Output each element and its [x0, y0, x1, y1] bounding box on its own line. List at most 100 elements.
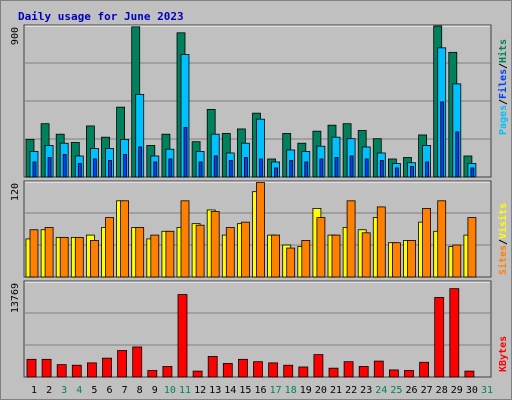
x-axis-label-day-26: 26 [405, 385, 417, 396]
bar-sites-day-15 [240, 221, 250, 278]
bar-sites-day-6 [105, 217, 114, 278]
bar-kbytes-day-24 [373, 360, 384, 378]
bar-pages-day-8 [138, 146, 143, 178]
bar-pages-day-5 [93, 158, 97, 178]
bar-sites-day-28 [437, 200, 447, 278]
bar-kbytes-day-9 [147, 370, 158, 378]
x-axis-label-day-24: 24 [375, 385, 387, 396]
bar-pages-day-6 [108, 160, 112, 178]
legend-visits: Visits [497, 203, 509, 239]
bar-pages-day-1 [32, 161, 37, 178]
bar-pages-day-20 [319, 158, 324, 178]
bar-kbytes-day-18 [283, 364, 294, 378]
x-axis-label-day-4: 4 [76, 385, 82, 396]
x-axis-label-day-2: 2 [46, 385, 52, 396]
legend-slash: / [498, 63, 509, 69]
bar-kbytes-day-12 [192, 370, 203, 378]
bar-sites-day-21 [331, 234, 341, 278]
chart-title: Daily usage for June 2023 [18, 10, 184, 23]
bar-sites-day-7 [120, 200, 129, 278]
x-axis-label-day-1: 1 [31, 385, 37, 396]
x-axis-label-day-10: 10 [164, 385, 176, 396]
bar-sites-day-14 [225, 227, 235, 278]
x-axis-label-day-6: 6 [106, 385, 112, 396]
legend-slash: / [498, 99, 509, 105]
x-axis-label-day-22: 22 [345, 385, 357, 396]
bar-kbytes-day-7 [117, 350, 127, 378]
x-axis-label-day-12: 12 [194, 385, 206, 396]
bar-sites-day-16 [256, 182, 265, 278]
bar-kbytes-day-4 [71, 364, 82, 378]
bar-pages-day-25 [394, 167, 399, 178]
bar-pages-day-18 [289, 160, 294, 178]
bar-sites-day-13 [210, 211, 220, 278]
bar-sites-day-10 [165, 230, 175, 278]
bar-pages-day-4 [77, 163, 82, 178]
bar-pages-day-11 [183, 127, 188, 178]
x-axis-label-day-11: 11 [179, 385, 191, 396]
bar-sites-day-12 [195, 224, 205, 278]
bar-kbytes-day-11 [177, 294, 188, 378]
x-axis-label-day-5: 5 [91, 385, 97, 396]
bar-sites-day-23 [361, 232, 371, 278]
x-axis-label-day-8: 8 [137, 385, 143, 396]
x-axis-label-day-13: 13 [209, 385, 221, 396]
bar-pages-day-2 [47, 157, 52, 178]
bar-kbytes-day-26 [404, 370, 414, 378]
bar-pages-day-14 [228, 160, 233, 178]
x-axis-label-day-18: 18 [285, 385, 297, 396]
bar-sites-day-27 [422, 208, 432, 278]
bar-sites-day-3 [59, 236, 69, 278]
x-axis-label-day-23: 23 [360, 385, 372, 396]
bar-pages-day-27 [425, 161, 430, 178]
x-axis-label-day-27: 27 [421, 385, 433, 396]
bar-pages-day-21 [334, 157, 339, 178]
bar-pages-day-7 [123, 154, 127, 178]
bar-pages-day-10 [168, 158, 173, 178]
x-axis-label-day-7: 7 [122, 385, 128, 396]
bar-kbytes-day-23 [358, 365, 369, 378]
bar-kbytes-day-5 [87, 362, 97, 378]
bar-pages-day-24 [379, 160, 384, 178]
bar-kbytes-day-6 [102, 357, 112, 378]
bar-kbytes-day-20 [313, 354, 324, 378]
panel-kbytes [23, 280, 492, 378]
bar-sites-day-18 [286, 247, 296, 278]
bar-kbytes-day-10 [162, 365, 173, 378]
x-axis-label-day-16: 16 [254, 385, 266, 396]
x-axis-label-day-14: 14 [224, 385, 236, 396]
bar-sites-day-26 [407, 240, 416, 278]
x-axis-label-day-21: 21 [330, 385, 342, 396]
bar-kbytes-day-19 [298, 366, 309, 378]
bar-pages-day-3 [62, 154, 67, 178]
x-axis-label-day-17: 17 [270, 385, 282, 396]
y-tick-label: 13769 [10, 283, 21, 313]
bar-sites-day-29 [452, 244, 462, 278]
y-tick-label: 900 [10, 27, 21, 45]
bar-pages-day-30 [470, 167, 475, 178]
bar-kbytes-day-14 [222, 363, 233, 378]
bar-sites-day-25 [391, 242, 401, 278]
bar-sites-day-1 [29, 229, 39, 278]
bar-kbytes-day-13 [207, 355, 218, 378]
x-axis-label-day-9: 9 [152, 385, 158, 396]
legend-slash: / [498, 239, 509, 245]
bar-sites-day-30 [467, 217, 477, 278]
bar-kbytes-day-28 [434, 297, 445, 378]
bar-kbytes-day-30 [464, 370, 475, 378]
bar-pages-day-26 [410, 166, 414, 178]
bar-sites-day-19 [301, 240, 311, 278]
bar-pages-day-29 [455, 131, 460, 178]
legend-kbytes: KBytes [498, 336, 509, 372]
bar-pages-day-23 [364, 158, 369, 178]
bar-kbytes-day-27 [419, 361, 430, 378]
legend-files: Files [497, 69, 509, 99]
bar-kbytes-day-15 [237, 358, 248, 378]
bar-kbytes-day-22 [343, 361, 354, 378]
bar-sites-day-17 [271, 234, 281, 278]
legend-pages: Pages [498, 105, 509, 135]
bar-sites-day-24 [376, 206, 386, 278]
bar-kbytes-day-29 [449, 288, 460, 378]
bar-pages-day-9 [153, 161, 158, 178]
bar-kbytes-day-16 [253, 361, 263, 378]
